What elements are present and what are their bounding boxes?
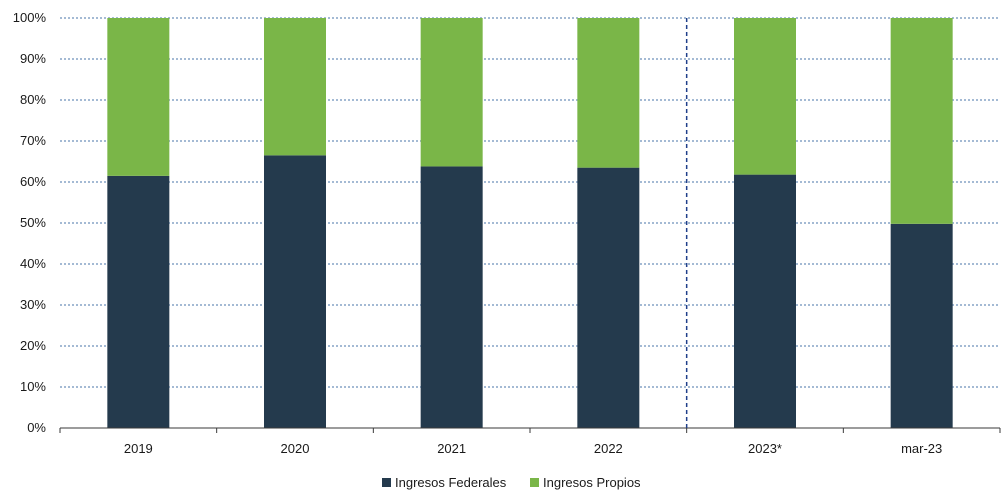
bars [107, 18, 953, 429]
legend-label: Ingresos Propios [543, 475, 641, 490]
gridlines [60, 17, 1000, 388]
y-tick-label: 90% [20, 51, 46, 66]
x-tick-label: 2022 [594, 441, 623, 456]
bar-segment-ingresos-federales [107, 175, 170, 428]
bar-segment-ingresos-federales [420, 166, 483, 429]
y-tick-label: 80% [20, 92, 46, 107]
y-tick-label: 10% [20, 379, 46, 394]
bar-segment-ingresos-propios [577, 18, 640, 168]
x-tick-label: 2023* [748, 441, 782, 456]
bar-segment-ingresos-propios [734, 18, 796, 175]
bar-segment-ingresos-propios [107, 18, 170, 176]
legend: Ingresos Federales Ingresos Propios [382, 475, 641, 490]
bar-segment-ingresos-federales [577, 167, 640, 428]
bar-segment-ingresos-federales [734, 174, 796, 428]
x-tick-label: 2019 [124, 441, 153, 456]
y-tick-label: 30% [20, 297, 46, 312]
x-tick-label: mar-23 [901, 441, 942, 456]
x-axis: 2019 2020 2021 2022 2023* mar-23 [59, 427, 1001, 456]
bar-segment-ingresos-federales [264, 155, 326, 428]
bar-segment-ingresos-federales [890, 223, 953, 428]
y-tick-label: 40% [20, 256, 46, 271]
legend-label: Ingresos Federales [395, 475, 507, 490]
bar-segment-ingresos-propios [890, 18, 953, 224]
y-tick-label: 100% [13, 10, 47, 25]
y-axis-ticks: 0% 10% 20% 30% 40% 50% 60% 70% 80% 90% 100% [13, 10, 47, 435]
bar-segment-ingresos-propios [420, 18, 483, 167]
y-tick-label: 50% [20, 215, 46, 230]
bar-segment-ingresos-propios [264, 18, 326, 156]
x-tick-label: 2020 [281, 441, 310, 456]
y-tick-label: 20% [20, 338, 46, 353]
y-tick-label: 60% [20, 174, 46, 189]
y-tick-label: 0% [27, 420, 46, 435]
legend-swatch [530, 478, 539, 487]
legend-swatch [382, 478, 391, 487]
x-tick-label: 2021 [437, 441, 466, 456]
y-tick-label: 70% [20, 133, 46, 148]
